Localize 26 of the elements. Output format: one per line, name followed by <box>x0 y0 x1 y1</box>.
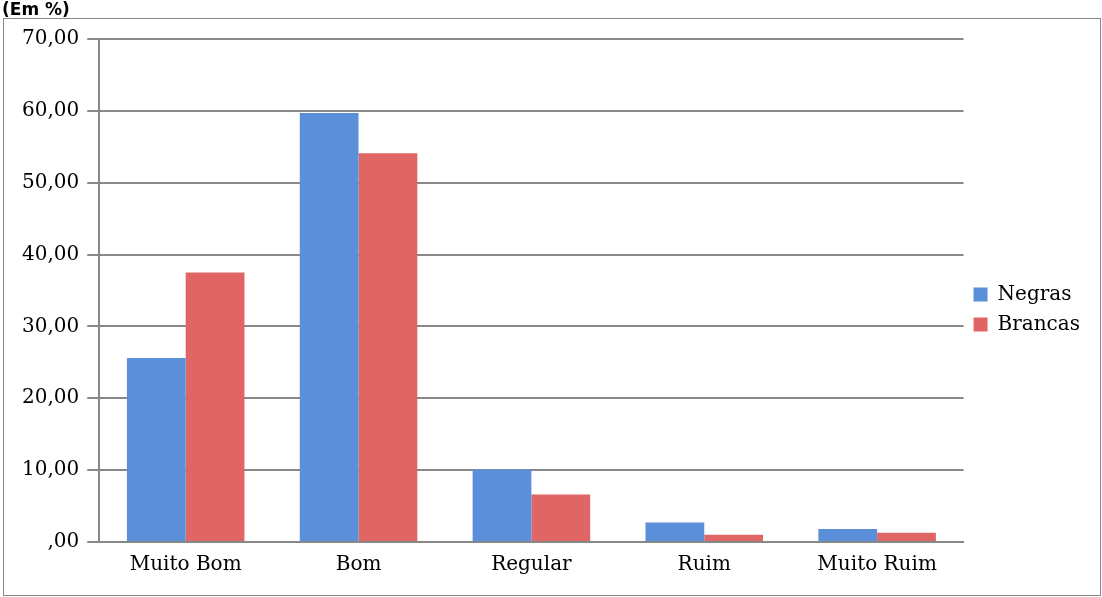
x-tick-label: Muito Ruim <box>817 551 937 576</box>
y-tick-label: 60,00 <box>21 97 80 122</box>
bar <box>704 534 764 541</box>
bar <box>299 113 359 541</box>
x-tick-label: Muito Bom <box>129 551 242 576</box>
bar <box>126 358 186 541</box>
bar <box>472 469 532 541</box>
bar <box>818 529 878 541</box>
bar <box>358 153 418 541</box>
y-tick-label: 10,00 <box>21 456 80 481</box>
y-tick-label: ,00 <box>47 528 80 553</box>
chart-title: (Em %) <box>2 0 70 19</box>
y-tick-label: 50,00 <box>21 168 80 193</box>
bar <box>645 522 705 541</box>
y-tick-label: 30,00 <box>21 312 80 337</box>
legend-label: Brancas <box>997 310 1080 335</box>
legend-label: Negras <box>997 280 1072 305</box>
x-tick-label: Regular <box>491 551 573 576</box>
y-tick-label: 70,00 <box>21 25 80 50</box>
x-tick-label: Ruim <box>677 551 731 576</box>
x-tick-label: Bom <box>335 551 382 576</box>
bar <box>185 272 245 541</box>
bar <box>531 494 591 541</box>
y-tick-label: 20,00 <box>21 384 80 409</box>
bar <box>877 532 936 541</box>
y-tick-label: 40,00 <box>21 240 80 265</box>
